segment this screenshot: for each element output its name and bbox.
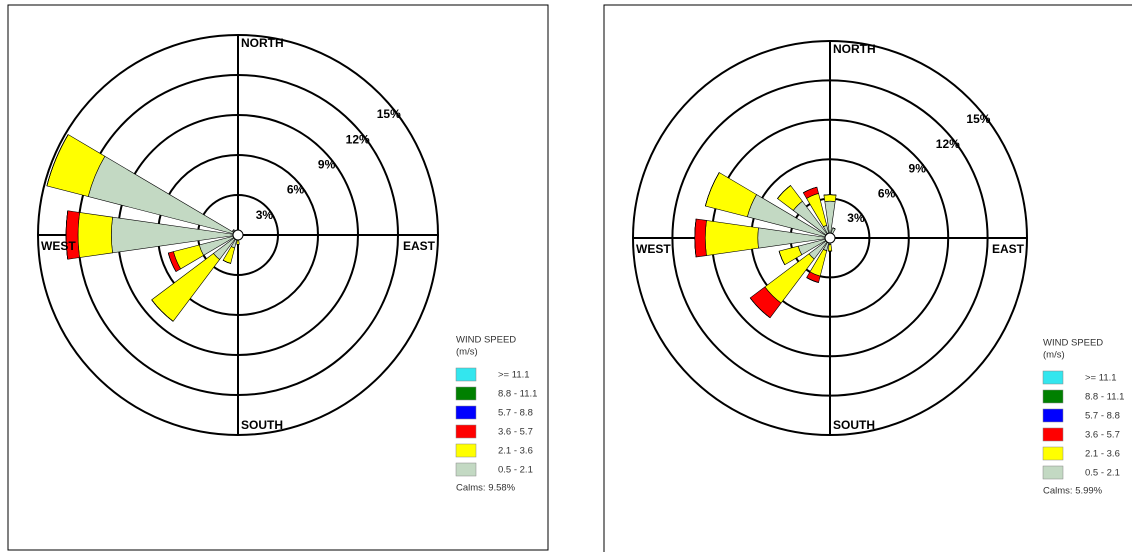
legend-label: 2.1 - 3.6 [498, 446, 533, 457]
legend-swatch [455, 443, 477, 458]
legend-swatch [455, 462, 477, 477]
petal-segment [77, 212, 113, 258]
legend-swatch [1042, 427, 1064, 442]
petal-segment [704, 172, 757, 218]
panel-border [603, 4, 1132, 552]
calm-circle [824, 232, 836, 244]
ring-label: 12% [346, 132, 370, 146]
legend-label: 5.7 - 8.8 [1085, 411, 1120, 422]
petal-segment [749, 297, 771, 319]
petal-segment [232, 229, 235, 232]
legend-label: 8.8 - 11.1 [498, 389, 537, 400]
legend-swatch [455, 367, 477, 382]
legend-unit: (m/s) [1043, 350, 1065, 361]
direction-label: WEST [41, 239, 76, 253]
petal-segment [778, 250, 786, 265]
direction-label: WEST [636, 242, 671, 256]
petal-segment [704, 220, 759, 256]
legend-label: 3.6 - 5.7 [1085, 430, 1120, 441]
petal-segment [803, 186, 818, 194]
ring-label: 6% [287, 183, 305, 197]
petal-segment [832, 227, 836, 230]
petal-segment [757, 227, 831, 249]
legend-swatch [455, 424, 477, 439]
legend-label: 0.5 - 2.1 [498, 465, 533, 476]
petal-segment [777, 185, 791, 199]
petal-segment [694, 218, 707, 258]
legend-swatch [1042, 389, 1064, 404]
legend-swatch [1042, 370, 1064, 385]
ring-label: 15% [377, 107, 401, 121]
petal-segment [824, 200, 836, 239]
legend-swatch [455, 386, 477, 401]
ring-label: 12% [936, 137, 960, 151]
legend-unit: (m/s) [456, 347, 478, 358]
legend-title: WIND SPEED [456, 335, 516, 346]
legend-title: WIND SPEED [1043, 338, 1103, 349]
ring-label: 3% [256, 208, 274, 222]
petal-segment [65, 210, 69, 260]
petal-segment [111, 216, 239, 254]
petal-segment [167, 252, 177, 272]
calms-label: Calms: 9.58% [456, 483, 516, 494]
calm-circle [232, 229, 244, 241]
legend-label: >= 11.1 [498, 370, 530, 381]
direction-label: NORTH [833, 42, 876, 56]
petal-segment [236, 239, 240, 245]
direction-label: NORTH [241, 36, 284, 50]
legend-label: 8.8 - 11.1 [1085, 392, 1124, 403]
ring-label: 9% [318, 157, 336, 171]
legend-label: >= 11.1 [1085, 373, 1117, 384]
legend-label: 2.1 - 3.6 [1085, 449, 1120, 460]
petal-segment [823, 194, 837, 202]
petal-segment [827, 244, 833, 252]
direction-label: SOUTH [241, 418, 283, 432]
ring-label: 9% [909, 162, 927, 176]
direction-label: SOUTH [833, 418, 875, 432]
legend-swatch [1042, 465, 1064, 480]
legend-label: 5.7 - 8.8 [498, 408, 533, 419]
direction-label: EAST [992, 242, 1025, 256]
direction-label: EAST [403, 239, 436, 253]
legend-swatch [1042, 446, 1064, 461]
ring-label: 15% [966, 112, 990, 126]
panel-border [7, 4, 549, 551]
legend-swatch [455, 405, 477, 420]
petal-segment [694, 218, 697, 258]
ring-label: 3% [847, 211, 865, 225]
calms-label: Calms: 5.99% [1043, 486, 1103, 497]
ring-label: 6% [878, 186, 896, 200]
legend-label: 0.5 - 2.1 [1085, 468, 1120, 479]
legend-label: 3.6 - 5.7 [498, 427, 533, 438]
legend-swatch [1042, 408, 1064, 423]
